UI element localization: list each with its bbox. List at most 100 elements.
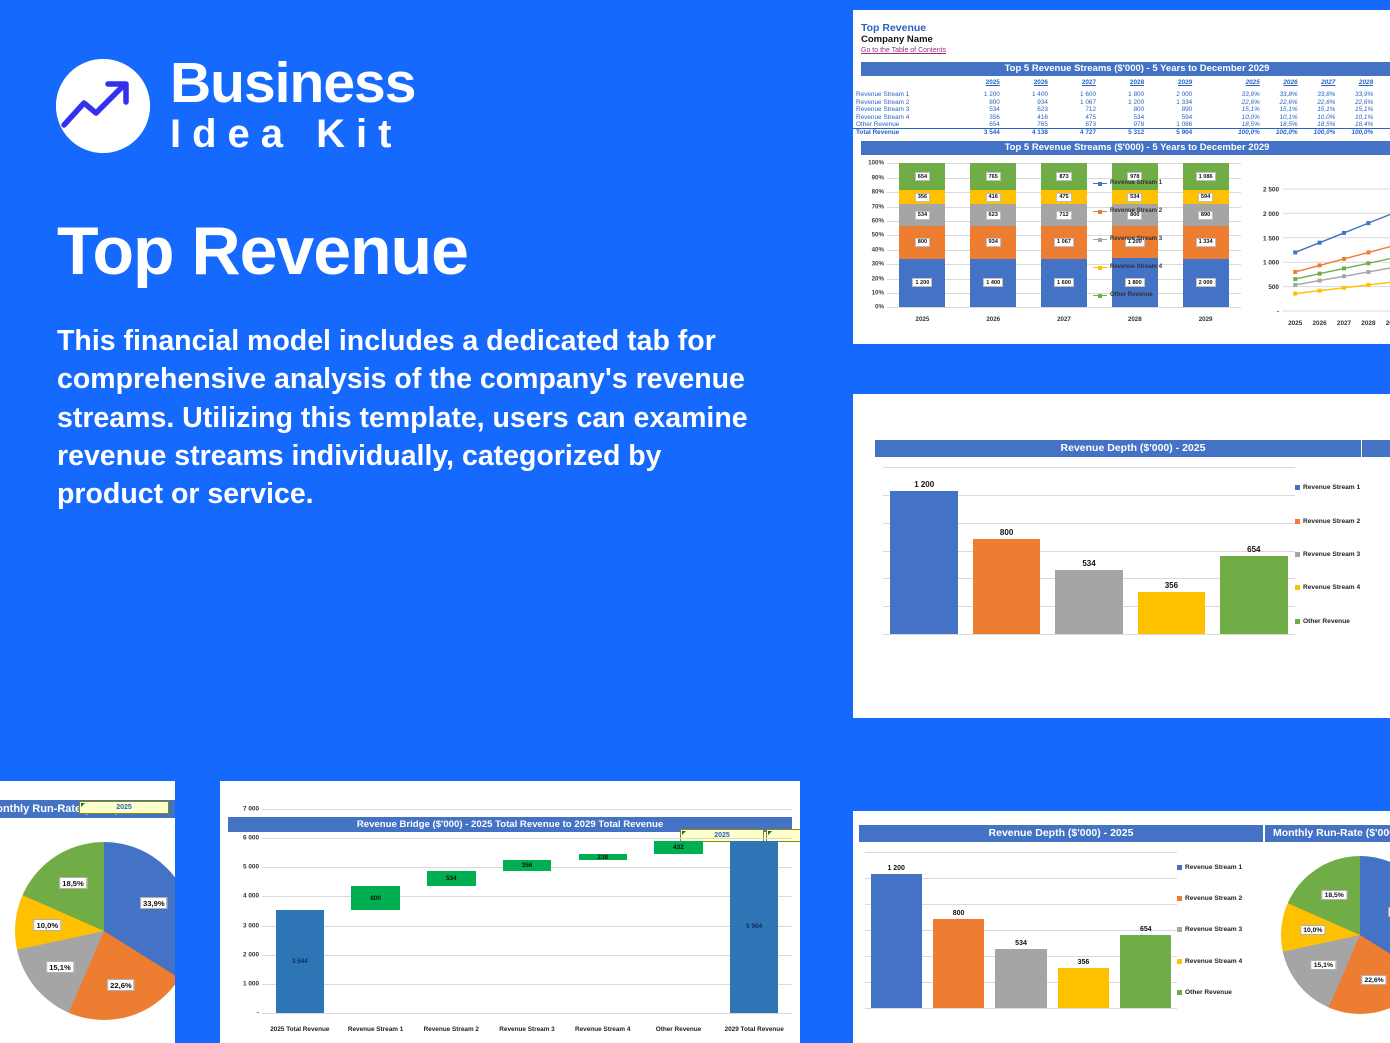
bar: 534 [1048,467,1130,634]
bar-segment: 356 [899,189,946,205]
bar-value-label: 1 200 [912,278,933,288]
data-point [1342,274,1346,279]
bar-value-label: 623 [985,210,1001,220]
y-axis-tick: 40% [871,246,884,254]
bar-segment: 978 [1111,163,1158,190]
stacked-bar: 978 534 800 1 200 1 800 [1111,163,1158,308]
sheet-company-name: Company Name [861,34,933,46]
gridline [883,550,1295,552]
pie-chart: 33,9% 22,6% 15,1% 10,0% 18,5% [15,842,175,1020]
bar-value-label: 1 200 [914,479,935,489]
data-point [1317,289,1322,294]
page-description: This financial model includes a dedicate… [57,325,748,511]
panel-edge-slice [1361,440,1390,457]
table-row: Revenue Stream 4 356 416 475 534 594 10,0% 10,1… [856,113,1374,121]
x-axis-tick: 2026 [986,316,1001,324]
legend-item: Revenue Stream 4 [1093,264,1189,270]
data-point [1293,250,1298,255]
legend-item: Revenue Stream 3 [1093,236,1189,242]
x-axis-tick: Revenue Stream 3 [499,1026,555,1033]
x-axis-tick: 2025 [1288,320,1303,327]
waterfall-column: 534 [413,809,489,1013]
gridline: 1 000 [243,980,792,987]
gridline: 7 000 [243,806,792,813]
pie-slice-label: 22,6% [107,979,135,992]
bar-fill [995,948,1047,1008]
bar-segment: 765 [970,163,1017,190]
bar-value-label: 1 086 [1195,172,1216,182]
sheet-year-header: 2027 [1081,78,1097,86]
gridline: 4 000 [243,893,792,900]
bar-value-label: 1 334 [1195,237,1216,247]
pie-slice-label: 33,9% [140,897,168,910]
stacked-bar-chart: 100% 90% 80% 70% 60% 50% 40% 30% 20% 10% 0% 654 356 5… [853,157,1390,327]
y-axis-tick: 100% [868,159,884,167]
bar-value-label: 534 [445,875,457,883]
bar-segment: 1 086 [1182,163,1229,190]
x-axis-tick: 2028 [1361,320,1376,327]
bar-value-label: 534 [1127,192,1143,202]
bar-segment: 654 [899,163,946,190]
legend-label: Revenue Stream 2 [1185,895,1243,903]
y-axis-tick: 90% [871,174,884,182]
pie-slice-label: 18,5% [59,877,87,890]
bar-segment: 873 [1040,163,1087,190]
bar-segment: 475 [1040,189,1087,205]
gridline [865,930,1177,931]
waterfall-bar: 5 904 [729,840,779,1013]
bar-segment: 800 [1111,204,1158,226]
gridline [883,494,1295,496]
legend-label: Revenue Stream 1 [1185,864,1243,872]
data-point [1342,257,1346,262]
x-axis-tick: Other Revenue [655,1026,702,1033]
legend-label: Revenue Stream 3 [1110,236,1163,243]
bar: 356 [1052,852,1114,1008]
bar-value-label: 1 400 [983,278,1004,288]
legend-swatch [1177,927,1182,933]
gridline [865,852,1177,853]
table-of-contents-link[interactable]: Go to the Table of Contents [861,47,947,55]
bar-value-label: 534 [1082,559,1096,569]
y-axis-tick: 2 000 [243,951,259,959]
bar-value-label: 654 [914,172,931,182]
x-axis-tick: 2026 [1312,320,1327,327]
bar-fill [1220,556,1288,634]
table-row: Revenue Stream 3 534 623 712 800 890 15,1% 15,1… [856,106,1374,114]
monthly-run-rate-title: Monthly Run-Rate ($'000) - 2025 [1265,825,1390,856]
waterfall-column: 800 [338,809,414,1013]
pie-slice-label: 10,0% [1300,925,1326,936]
brand-name-secondary: Idea Kit [170,111,403,156]
legend-swatch [1177,865,1182,871]
bar-fill [890,490,958,634]
y-axis-tick: 70% [871,203,884,210]
legend-swatch [1295,585,1300,591]
sheet-title: Top Revenue [861,22,927,34]
y-axis-tick: 30% [871,260,884,268]
revenue-depth-panel: Revenue Depth ($'000) - 2025 1 200 800 534… [853,394,1390,718]
bar-segment: 1 400 [970,258,1017,308]
bar-fill [933,918,985,1008]
sheet-pct-year-header: 2025 [1245,78,1260,86]
bar-segment: 1 067 [1040,226,1087,259]
data-point [1366,221,1371,226]
legend-item: Revenue Stream 1 [1093,180,1189,186]
year-selector-pie[interactable]: 2025 [79,801,169,814]
table-row: Revenue Stream 2 800 934 1 067 1 200 1 334 22,… [856,98,1374,106]
bar-value-label: 594 [1197,192,1214,202]
y-axis-tick: 6 000 [243,834,259,842]
bar-segment: 416 [970,189,1017,205]
y-axis-tick: 80% [871,188,884,196]
legend-label: Revenue Stream 2 [1303,517,1361,525]
bar-value-label: 356 [1077,959,1090,967]
waterfall-bar: 3 544 [275,909,325,1013]
waterfall-column: 432 [641,809,717,1013]
legend-label: Other Revenue [1110,292,1153,299]
data-point [1293,291,1298,296]
y-axis-tick: 4 000 [243,892,259,900]
pie-slice-label: 22,6% [1361,975,1387,986]
waterfall-bar: 356 [502,860,552,871]
bar-segment: 890 [1182,204,1229,226]
legend-item: Other Revenue [1093,292,1189,298]
sheet-year-header: 2025 [985,78,1000,86]
y-axis-tick: 1 500 [1263,236,1279,243]
